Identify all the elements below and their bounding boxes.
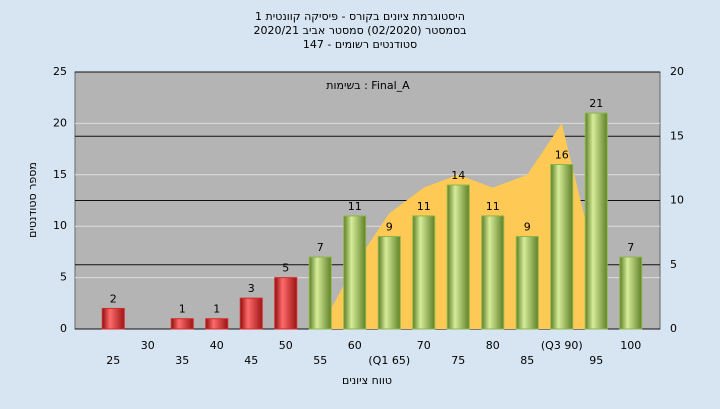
x-tick-label: (Q3 90) <box>541 339 583 352</box>
bar <box>550 164 574 330</box>
bar <box>239 297 263 330</box>
bar <box>412 215 436 330</box>
bar <box>205 318 229 330</box>
value-label: 9 <box>524 220 531 233</box>
y2-tick-label: 10 <box>670 194 684 207</box>
value-label: 11 <box>486 200 500 213</box>
y-tick-label: 25 <box>53 65 67 78</box>
value-label: 7 <box>627 241 634 254</box>
x-axis-label: טווח ציונים <box>342 374 392 387</box>
bar <box>308 256 332 330</box>
bar <box>446 184 470 330</box>
bar <box>101 307 125 330</box>
bar <box>377 235 401 330</box>
x-tick-label: 30 <box>141 339 155 352</box>
value-label: 7 <box>317 241 324 254</box>
value-label: 5 <box>282 262 289 275</box>
x-tick-label: 35 <box>175 354 189 367</box>
x-tick-label: 85 <box>520 354 534 367</box>
bar <box>584 112 608 330</box>
x-tick-label: 95 <box>589 354 603 367</box>
bar <box>515 235 539 330</box>
value-label: 9 <box>386 220 393 233</box>
bar <box>619 256 643 330</box>
x-tick-label: 60 <box>348 339 362 352</box>
bar <box>170 318 194 330</box>
x-tick-label: 40 <box>210 339 224 352</box>
y-tick-label: 10 <box>53 219 67 232</box>
y2-tick-label: 0 <box>670 322 677 335</box>
x-tick-label: (Q1 65) <box>368 354 410 367</box>
y-axis-label: מספר סטודנטים <box>26 162 39 238</box>
value-label: 1 <box>213 303 220 316</box>
value-label: 1 <box>179 303 186 316</box>
bar <box>481 215 505 330</box>
y2-tick-label: 20 <box>670 65 684 78</box>
y-tick-label: 15 <box>53 168 67 181</box>
chart-title: היסטוגרמת ציונים בקורס - פיסיקה קוונטית … <box>255 10 465 23</box>
chart-subtitle: בסמסטר (02/2020) סמסטר אביב 2020/21 <box>253 24 466 37</box>
y-tick-label: 0 <box>60 322 67 335</box>
y-tick-label: 5 <box>60 271 67 284</box>
value-label: 2 <box>110 292 117 305</box>
value-label: 11 <box>348 200 362 213</box>
x-tick-label: 100 <box>620 339 641 352</box>
bar <box>343 215 367 330</box>
x-tick-label: 80 <box>486 339 500 352</box>
x-tick-label: 25 <box>106 354 120 367</box>
x-tick-label: 55 <box>313 354 327 367</box>
x-tick-label: 45 <box>244 354 258 367</box>
value-label: 3 <box>248 282 255 295</box>
bar <box>274 277 298 330</box>
chart-subtitle: סטודנטים רשומים - 147 <box>303 38 417 51</box>
x-tick-label: 50 <box>279 339 293 352</box>
y2-tick-label: 5 <box>670 258 677 271</box>
y2-tick-label: 15 <box>670 129 684 142</box>
value-label: 21 <box>589 97 603 110</box>
value-label: 14 <box>451 169 465 182</box>
x-tick-label: 75 <box>451 354 465 367</box>
annotation: בשימות : Final_A <box>326 79 410 92</box>
y-tick-label: 20 <box>53 116 67 129</box>
x-tick-label: 70 <box>417 339 431 352</box>
value-label: 11 <box>417 200 431 213</box>
value-label: 16 <box>555 149 569 162</box>
